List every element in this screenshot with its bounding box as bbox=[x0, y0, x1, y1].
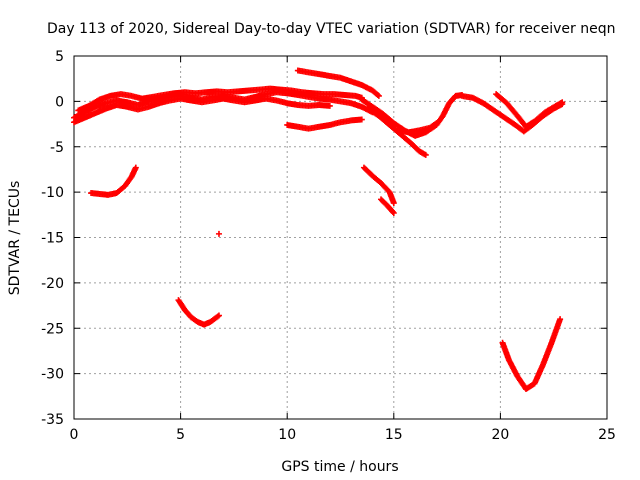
series-sat-j bbox=[493, 91, 566, 130]
data-point bbox=[557, 316, 564, 323]
series-sat-m bbox=[175, 297, 222, 328]
data-point bbox=[389, 208, 396, 215]
data-point bbox=[132, 164, 139, 171]
data-point bbox=[326, 102, 333, 109]
series-sat-h bbox=[395, 120, 440, 136]
series-sat-n bbox=[360, 164, 397, 207]
data-point bbox=[215, 312, 222, 319]
data-point bbox=[374, 92, 381, 99]
y-tick-label: 5 bbox=[55, 49, 64, 65]
x-tick-label: 0 bbox=[70, 427, 79, 443]
y-tick-label: -10 bbox=[41, 185, 64, 201]
data-point bbox=[422, 151, 429, 158]
x-tick-label: 20 bbox=[491, 427, 509, 443]
axis-ticks: 0 5 10 15 20 25 5 0 -5 -10 -15 -20 -25 -30 -35 bbox=[41, 49, 616, 443]
y-axis-label: SDTVAR / TECUs bbox=[7, 181, 23, 296]
series-sat-l bbox=[215, 230, 222, 237]
x-tick-label: 15 bbox=[385, 427, 403, 443]
data-point bbox=[215, 230, 222, 237]
chart-title: Day 113 of 2020, Sidereal Day-to-day VTE… bbox=[47, 21, 615, 37]
y-tick-label: -25 bbox=[41, 321, 64, 337]
y-tick-label: -5 bbox=[50, 140, 64, 156]
data-point bbox=[390, 209, 397, 216]
y-tick-label: -35 bbox=[41, 412, 64, 428]
data-point bbox=[559, 99, 566, 106]
series-sat-d bbox=[294, 67, 382, 99]
series-sat-g bbox=[365, 105, 429, 158]
y-tick-label: -15 bbox=[41, 231, 64, 247]
series-sat-b bbox=[71, 95, 333, 126]
y-tick-label: -30 bbox=[41, 367, 64, 383]
series-sat-o bbox=[378, 196, 397, 216]
y-tick-label: 0 bbox=[55, 94, 64, 110]
series-sat-e bbox=[284, 116, 365, 132]
series-sat-c bbox=[75, 85, 365, 114]
data-point bbox=[375, 92, 382, 99]
series-sat-i bbox=[459, 92, 566, 135]
grid-lines bbox=[74, 56, 607, 419]
x-tick-label: 10 bbox=[278, 427, 296, 443]
x-tick-label: 5 bbox=[176, 427, 185, 443]
x-axis-label: GPS time / hours bbox=[281, 459, 398, 475]
series-sat-p bbox=[499, 316, 564, 393]
data-markers bbox=[71, 67, 566, 393]
data-point bbox=[390, 200, 397, 207]
x-tick-label: 25 bbox=[598, 427, 616, 443]
data-point bbox=[433, 120, 440, 127]
series-sat-k bbox=[88, 164, 139, 198]
data-point bbox=[358, 116, 365, 123]
y-tick-label: -20 bbox=[41, 276, 64, 292]
